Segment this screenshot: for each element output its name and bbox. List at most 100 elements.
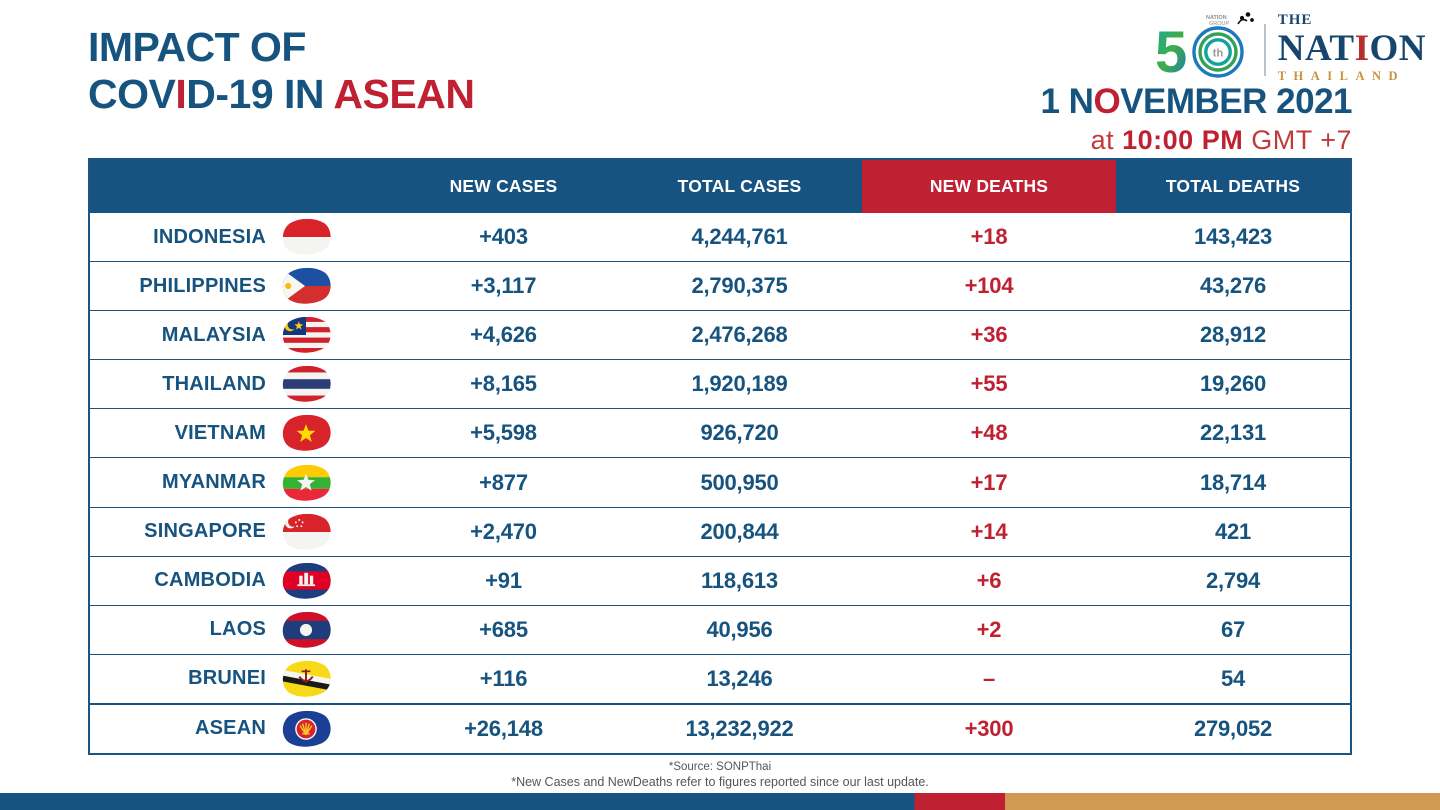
title-line2: COVID-19 IN ASEAN <box>88 71 475 117</box>
cambodia-flag-icon <box>282 562 331 599</box>
title-line1: IMPACT OF <box>88 24 306 70</box>
country-cell: CAMBODIA <box>90 557 390 605</box>
bottom-color-strip <box>0 793 1440 810</box>
table-row-laos: LAOS +685 40,956 +2 67 <box>90 604 1350 654</box>
total-cases-value: 2,790,375 <box>691 273 788 299</box>
nation-50th-anniversary-icon: 5 th NATION GROUP <box>1155 12 1254 84</box>
table-row-vietnam: VIETNAM +5,598 926,720 +48 22,131 <box>90 408 1350 457</box>
total-cases-value: 40,956 <box>706 616 773 642</box>
country-cell: ASEAN <box>90 705 390 753</box>
scribble-mark-icon <box>1237 12 1254 25</box>
total-deaths-value: 67 <box>1220 616 1246 642</box>
total-deaths-value: 279,052 <box>1193 715 1273 741</box>
total-deaths-value: 2,794 <box>1205 567 1261 593</box>
table-body: INDONESIA +403 4,244,761 +18 143,423 PHI… <box>90 213 1350 753</box>
table-row-singapore: SINGAPORE +2,470 200,844 +14 421 <box>90 506 1350 556</box>
thailand-flag-icon <box>282 366 331 403</box>
total-deaths-value: 421 <box>1214 518 1252 544</box>
table-row-asean-total: ASEAN +26,148 13,232,922 +300 279,052 <box>90 702 1350 753</box>
total-cases-value: 4,244,761 <box>691 224 788 250</box>
new-cases-value: +91 <box>485 567 522 593</box>
country-cell: MYANMAR <box>90 458 390 506</box>
country-cell: SINGAPORE <box>90 508 390 556</box>
total-cases-value: 1,920,189 <box>691 371 788 397</box>
table-row-malaysia: MALAYSIA +4,626 2,476,268 +36 28,912 <box>90 310 1350 359</box>
country-column-header <box>90 160 390 213</box>
country-name: INDONESIA <box>153 225 266 248</box>
new-deaths-value: – <box>982 665 996 691</box>
new-cases-column-header: NEW CASES <box>390 160 617 213</box>
new-deaths-value: +48 <box>970 420 1008 446</box>
svg-text:5: 5 <box>1155 20 1187 84</box>
total-cases-value: 118,613 <box>701 567 778 593</box>
total-cases-value: 200,844 <box>700 518 779 544</box>
country-name: PHILIPPINES <box>139 274 266 297</box>
table-row-brunei: BRUNEI +116 13,246 – 54 <box>90 653 1350 703</box>
total-cases-column-header: TOTAL CASES <box>617 160 862 213</box>
total-cases-value: 926,720 <box>700 420 779 446</box>
svg-text:GROUP: GROUP <box>1209 21 1230 27</box>
total-deaths-value: 18,714 <box>1199 469 1267 495</box>
time-text: at 10:00 PM GMT +7 <box>1090 125 1352 155</box>
new-deaths-value: +2 <box>976 616 1002 642</box>
date-text: 1 NOVEMBER 2021 <box>1040 82 1352 121</box>
indonesia-flag-icon <box>282 218 331 255</box>
table-row-cambodia: CAMBODIA +91 118,613 +6 2,794 <box>90 555 1350 605</box>
country-name: BRUNEI <box>188 667 266 690</box>
vietnam-flag-icon <box>282 415 331 452</box>
total-cases-value: 2,476,268 <box>691 322 788 348</box>
total-cases-value: 13,232,922 <box>685 715 794 741</box>
total-deaths-value: 19,260 <box>1199 371 1267 397</box>
total-deaths-column-header: TOTAL DEATHS <box>1116 160 1350 213</box>
the-nation-thailand-logo: THE NATION THAILAND <box>1277 12 1426 84</box>
total-deaths-value: 43,276 <box>1199 273 1267 299</box>
new-deaths-value: +55 <box>970 371 1008 397</box>
total-deaths-value: 28,912 <box>1199 322 1267 348</box>
table-row-philippines: PHILIPPINES +3,117 2,790,375 +104 43,276 <box>90 261 1350 310</box>
definition-note: *New Cases and NewDeaths refer to figure… <box>511 775 929 789</box>
covid-stats-table: NEW CASES TOTAL CASES NEW DEATHS TOTAL D… <box>88 158 1352 755</box>
table-row-myanmar: MYANMAR +877 500,950 +17 18,714 <box>90 457 1350 506</box>
singapore-flag-icon <box>282 513 331 550</box>
country-cell: VIETNAM <box>90 409 390 457</box>
svg-text:th: th <box>1213 48 1224 60</box>
country-name: MALAYSIA <box>161 323 266 346</box>
laos-flag-icon <box>282 611 331 648</box>
publisher-logo: 5 th NATION GROUP THE NATION THAILAND <box>1154 12 1426 84</box>
new-cases-value: +877 <box>479 469 528 495</box>
country-cell: THAILAND <box>90 360 390 408</box>
country-name: VIETNAM <box>174 421 266 444</box>
page-title: IMPACT OF COVID-19 IN ASEAN <box>88 24 475 118</box>
new-deaths-value: +18 <box>970 224 1008 250</box>
country-cell: BRUNEI <box>90 655 390 703</box>
new-cases-value: +8,165 <box>470 371 537 397</box>
new-cases-value: +403 <box>479 224 528 250</box>
country-name: SINGAPORE <box>144 520 266 543</box>
svg-text:NATION: NATION <box>1206 15 1227 21</box>
logo-divider <box>1263 24 1266 76</box>
new-deaths-value: +104 <box>964 273 1014 299</box>
new-cases-value: +26,148 <box>464 715 543 741</box>
new-deaths-value: +14 <box>970 518 1008 544</box>
new-cases-value: +3,117 <box>470 273 537 299</box>
new-deaths-column-header: NEW DEATHS <box>862 160 1116 213</box>
total-cases-value: 13,246 <box>706 665 773 691</box>
country-cell: LAOS <box>90 606 390 654</box>
country-cell: INDONESIA <box>90 213 390 261</box>
total-deaths-value: 22,131 <box>1199 420 1267 446</box>
new-deaths-value: +36 <box>970 322 1008 348</box>
new-cases-value: +685 <box>479 616 528 642</box>
country-name: CAMBODIA <box>154 569 266 592</box>
new-cases-value: +5,598 <box>470 420 537 446</box>
total-cases-value: 500,950 <box>700 469 779 495</box>
footer-notes: *Source: SONPThai *New Cases and NewDeat… <box>0 761 1440 789</box>
malaysia-flag-icon <box>282 317 331 353</box>
date-block: 1 NOVEMBER 2021 at 10:00 PM GMT +7 <box>1040 82 1352 156</box>
new-deaths-value: +6 <box>976 567 1002 593</box>
table-row-indonesia: INDONESIA +403 4,244,761 +18 143,423 <box>90 213 1350 261</box>
country-cell: PHILIPPINES <box>90 262 390 310</box>
new-deaths-value: +17 <box>970 469 1008 495</box>
new-cases-value: +116 <box>479 665 528 691</box>
new-cases-value: +2,470 <box>470 518 537 544</box>
country-name: ASEAN <box>194 717 266 740</box>
